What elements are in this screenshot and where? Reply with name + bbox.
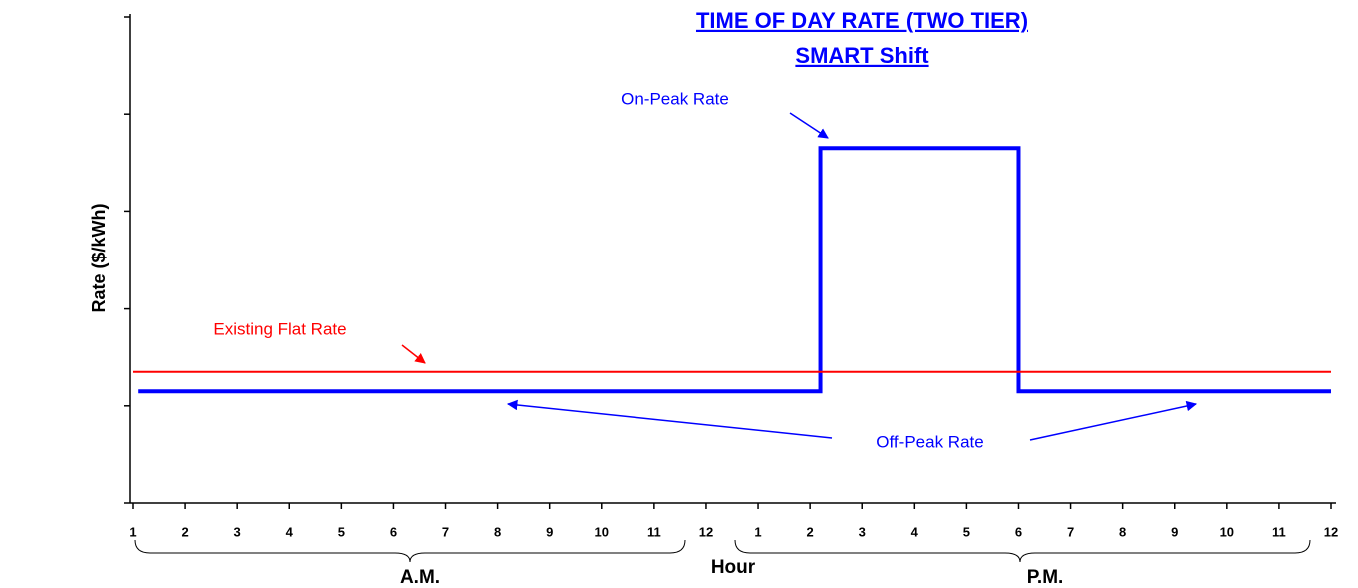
x-tick-label: 4 (286, 524, 294, 539)
x-tick-label: 5 (338, 524, 345, 539)
x-tick-label: 12 (699, 524, 713, 539)
x-tick-label: 9 (546, 524, 553, 539)
y-axis-label: Rate ($/kWh) (89, 203, 109, 312)
annotation: Off-Peak Rate (876, 432, 983, 451)
chart-subtitle: SMART Shift (795, 43, 929, 68)
arrow (1029, 400, 1198, 441)
chart-title: TIME OF DAY RATE (TWO TIER) (696, 8, 1028, 33)
x-tick-label: 6 (1015, 524, 1022, 539)
x-tick-label: 11 (647, 524, 661, 539)
x-tick-label: 4 (911, 524, 919, 539)
x-tick-label: 10 (1220, 524, 1234, 539)
x-tick-label: 9 (1171, 524, 1178, 539)
brace (134, 539, 686, 563)
am-label: A.M. (400, 567, 440, 588)
brace (734, 539, 1311, 563)
arrow (506, 399, 833, 439)
arrow (401, 344, 426, 364)
series-line (138, 146, 1331, 394)
x-tick-label: 3 (234, 524, 241, 539)
x-tick-label: 2 (181, 524, 188, 539)
pm-label: P.M. (1027, 567, 1064, 588)
x-tick-label: 8 (1119, 524, 1126, 539)
x-axis-label: Hour (711, 557, 756, 578)
arrow (789, 112, 829, 139)
x-tick-label: 1 (129, 524, 136, 539)
x-tick-label: 10 (595, 524, 609, 539)
x-tick-label: 7 (1067, 524, 1074, 539)
x-tick-label: 6 (390, 524, 397, 539)
x-tick-label: 8 (494, 524, 501, 539)
x-tick-label: 11 (1272, 524, 1286, 539)
x-tick-label: 2 (807, 524, 814, 539)
annotation: Existing Flat Rate (213, 319, 346, 338)
annotation: On-Peak Rate (621, 89, 729, 108)
x-tick-label: 12 (1324, 524, 1338, 539)
x-tick-label: 3 (859, 524, 866, 539)
x-tick-label: 7 (442, 524, 449, 539)
x-tick-label: 1 (754, 524, 761, 539)
x-tick-label: 5 (963, 524, 970, 539)
